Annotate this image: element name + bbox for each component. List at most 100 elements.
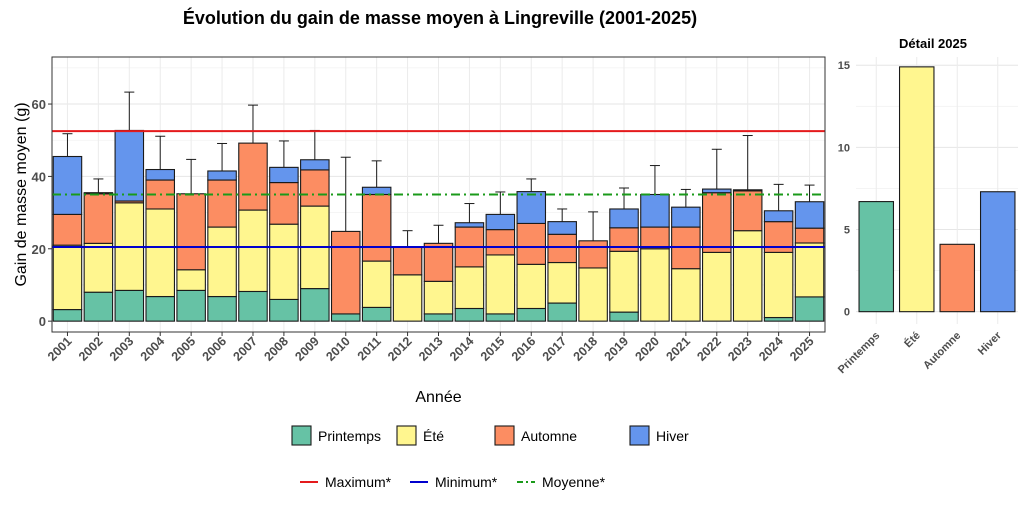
x-tick-label: 2006	[200, 334, 230, 364]
bar-automne-2016	[516, 222, 547, 265]
x-tick-label: 2017	[540, 334, 570, 364]
x-tick-label: 2024	[756, 334, 786, 364]
bar-ete-2013	[423, 280, 454, 315]
x-tick-label: 2007	[231, 334, 261, 364]
x-tick-label: 2005	[169, 334, 199, 364]
bar-ete-2012	[392, 274, 423, 322]
bar-hiver-2022	[702, 188, 732, 194]
bar-ete-2022	[702, 251, 732, 322]
bar-printemps-2010	[330, 313, 361, 322]
bar-printemps-2005	[176, 289, 206, 322]
bar-ete-2014	[454, 266, 485, 310]
x-tick-label: 2022	[694, 334, 724, 364]
bar-ete-2011	[361, 260, 392, 308]
bar-hiver-2016	[516, 191, 547, 224]
bar-automne-2018	[578, 240, 608, 269]
bar-automne-2011	[361, 193, 392, 262]
bar-ete-2006	[207, 226, 237, 298]
legend-label-hiver: Hiver	[656, 428, 689, 444]
bar-automne-2006	[207, 179, 237, 228]
detail-y-tick-label: 5	[844, 225, 850, 237]
bar-ete-2017	[547, 261, 577, 304]
x-tick-label: 2001	[45, 334, 75, 364]
bar-ete-2008	[269, 223, 299, 300]
bar-printemps-2014	[454, 307, 485, 322]
bar-automne-2005	[176, 193, 206, 271]
bar-printemps-2025	[794, 296, 825, 322]
x-tick-label: 2025	[787, 334, 817, 364]
bar-automne-2009	[300, 169, 330, 207]
x-tick-label: 2021	[663, 334, 693, 364]
bar-ete-2021	[671, 268, 701, 322]
bar-printemps-2001	[52, 309, 83, 322]
bar-automne-2012	[392, 246, 423, 276]
x-tick-label: 2002	[76, 334, 106, 364]
bar-hiver-2006	[207, 170, 237, 181]
bar-ete-2005	[176, 269, 206, 291]
detail-x-tick-label: Automne	[921, 330, 963, 372]
detail-bar-automne	[939, 243, 976, 313]
bar-hiver-2001	[52, 155, 83, 215]
bar-ete-2001	[52, 244, 83, 311]
x-tick-label: 2020	[632, 334, 662, 364]
detail-bar-hiver	[979, 191, 1016, 313]
y-axis-title: Gain de masse moyen (g)	[13, 102, 30, 286]
bar-printemps-2008	[269, 298, 299, 322]
chart-title: Évolution du gain de masse moyen à Lingr…	[182, 8, 698, 28]
bar-automne-2017	[547, 233, 577, 264]
bar-hiver-2011	[361, 186, 392, 196]
legend-key-ete	[396, 425, 417, 446]
bar-automne-2002	[83, 193, 114, 244]
detail-y-tick-label: 15	[838, 60, 850, 72]
bar-automne-2001	[52, 213, 83, 246]
bar-hiver-2009	[300, 159, 330, 171]
bar-automne-2022	[702, 192, 732, 253]
bar-hiver-2021	[671, 206, 701, 228]
y-tick-label: 60	[32, 97, 46, 112]
x-tick-label: 2018	[571, 334, 601, 364]
x-tick-label: 2003	[107, 334, 137, 364]
y-tick-label: 40	[32, 169, 46, 184]
x-tick-label: 2014	[447, 334, 477, 364]
bar-ete-2024	[763, 251, 794, 319]
bar-printemps-2017	[547, 302, 577, 322]
x-tick-label: 2009	[292, 334, 322, 364]
bar-printemps-2002	[83, 291, 114, 322]
detail-x-tick-label: Printemps	[836, 330, 883, 377]
x-tick-label: 2023	[725, 334, 755, 364]
legend-key-printemps	[291, 425, 312, 446]
bar-hiver-2003	[114, 129, 145, 202]
bar-printemps-2013	[423, 313, 454, 322]
y-tick-label: 0	[39, 314, 46, 329]
legend-label-printemps: Printemps	[318, 428, 381, 444]
detail-y-tick-label: 10	[838, 142, 850, 154]
bar-printemps-2015	[485, 313, 516, 322]
bar-printemps-2006	[207, 295, 237, 322]
legend-key-hiver	[629, 425, 650, 446]
bar-hiver-2020	[640, 193, 670, 228]
bar-hiver-2004	[145, 168, 175, 181]
bar-hiver-2023	[732, 189, 763, 192]
legend-key-automne	[494, 425, 515, 446]
bar-automne-2020	[640, 226, 670, 250]
bar-ete-2002	[83, 242, 114, 293]
detail-chart-title: Détail 2025	[899, 36, 967, 51]
bar-printemps-2011	[361, 306, 392, 322]
bar-printemps-2004	[145, 295, 175, 322]
bar-printemps-2016	[516, 307, 547, 322]
legend-label-ete: Été	[423, 428, 444, 444]
x-tick-label: 2019	[602, 334, 632, 364]
bar-ete-2020	[640, 248, 670, 322]
bar-automne-2025	[794, 227, 825, 244]
x-tick-label: 2016	[509, 334, 539, 364]
x-tick-label: 2012	[385, 334, 415, 364]
detail-bar-ete	[898, 66, 935, 313]
x-tick-label: 2015	[478, 334, 508, 364]
detail-x-tick-label: Hiver	[976, 329, 1004, 357]
detail-bar-printemps	[858, 201, 895, 313]
x-tick-label: 2013	[416, 334, 446, 364]
x-tick-label: 2010	[323, 334, 353, 364]
bar-hiver-2019	[609, 208, 639, 229]
bar-ete-2019	[609, 250, 639, 313]
